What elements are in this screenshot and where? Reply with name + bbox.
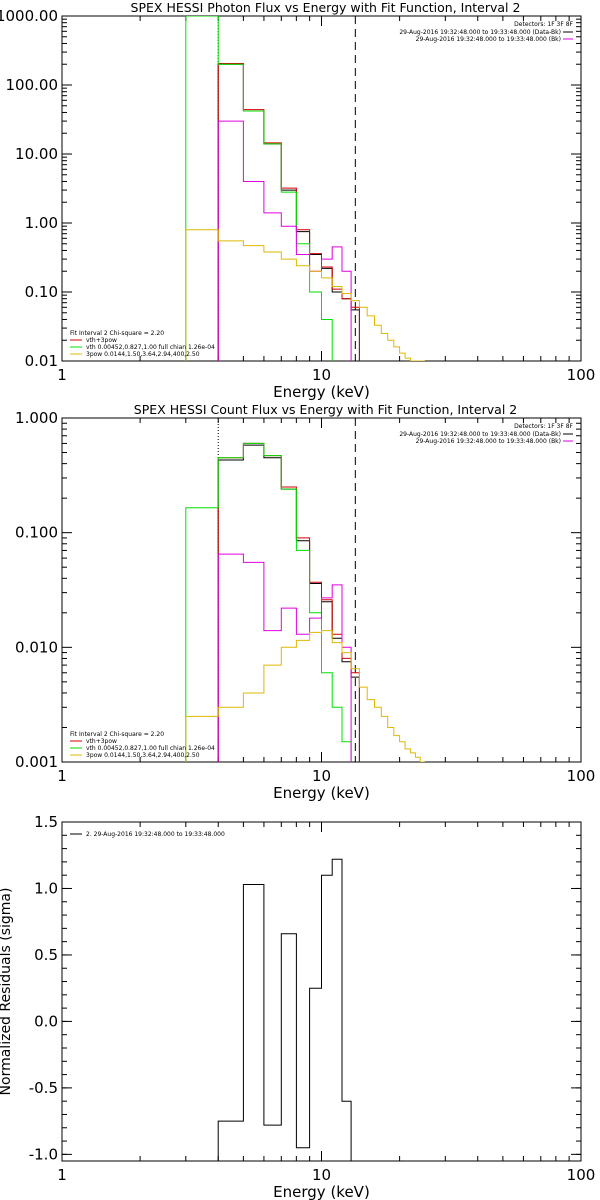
legend-top-entry: 2. 29-Aug-2016 19:32:48.000 to 19:33:48.… [86,831,225,838]
x-tick-label: 10 [312,1166,331,1184]
x-tick-label: 1 [57,767,67,785]
y-tick-label: 100.00 [6,76,59,94]
x-axis-label: Energy (keV) [273,383,370,401]
y-tick-label: 0.01 [25,352,58,370]
series-black-histogram [217,444,360,762]
x-axis-label: Energy (keV) [273,784,370,802]
x-axis-label: Energy (keV) [273,1183,370,1200]
x-tick-label: 10 [312,366,331,384]
series-yellow-histogram [185,630,425,762]
series-magenta-histogram [217,553,352,762]
legend-top-entry: 29-Aug-2016 19:32:48.000 to 19:33:48.000… [416,36,561,43]
panel-3: 1 10 100 -1.0 -0.5 0.0 0.5 1.0 1.5 Energy (keV) No… [0,813,595,1200]
x-tick-label: 1 [57,1166,67,1184]
y-tick-label: 0.10 [25,283,58,301]
series-magenta-histogram [217,120,352,361]
legend-top-heading: Detectors: 1F 3F 8F [514,423,573,430]
legend-fit-entry: vth 0.00452,0.827,1.00 full chian 1.26e-… [86,745,215,752]
y-tick-label: 1000.00 [0,7,58,25]
y-tick-label: 0.100 [15,524,58,542]
panel-1: 1 10 100 0.01 0.10 1.00 10.00 100.00 1000.00 SPEX… [0,0,595,401]
y-tick-label: 0.010 [15,638,58,656]
plot-frame [61,821,582,1162]
legend-fit-entry: 3pow 0.0144,1.50,3.64,2.94,400,2.50 [86,351,200,358]
data-region [217,858,352,1161]
panel-2: 1 10 100 0.001 0.010 0.100 1.000 SPEX HESSI Cou… [15,402,595,802]
chart-title: SPEX HESSI Count Flux vs Energy with Fit… [134,402,517,417]
y-tick-label: 1.000 [15,409,58,427]
x-tick-label: 100 [567,767,596,785]
y-tick-label: 1.0 [34,879,58,897]
y-tick-label: 0.001 [15,753,58,771]
series-red-histogram [217,63,360,361]
legend-fit-entry: 3pow 0.0144,1.50,3.64,2.94,400,2.50 [86,752,200,759]
y-tick-label: -1.0 [29,1145,58,1163]
series-red-histogram [217,442,360,762]
legend-fit-entry: vth 0.00452,0.827,1.00 full chian 1.26e-… [86,344,215,351]
y-tick-label: 10.00 [15,145,58,163]
series-yellow-histogram [185,229,425,361]
x-tick-label: 1 [57,366,67,384]
y-tick-label: 0.0 [34,1012,58,1030]
y-tick-label: 1.5 [34,813,58,831]
y-tick-label: 0.5 [34,946,58,964]
series-green-histogram [185,442,352,762]
chart-title: SPEX HESSI Photon Flux vs Energy with Fi… [131,0,521,15]
x-tick-label: 100 [567,366,596,384]
series-green-histogram [185,16,333,361]
legend-fit-heading: Fit Interval 2 Chi-square = 2.20 [70,330,164,337]
series-black-histogram [217,858,352,1161]
y-axis-label: Normalized Residuals (sigma) [0,888,14,1096]
data-region [185,418,425,762]
y-tick-label: -0.5 [29,1079,58,1097]
legend-top-entry: 29-Aug-2016 19:32:48.000 to 19:33:48.000… [416,438,561,445]
legend-fit-entry: vth+3pow [86,738,117,745]
legend-fit-heading: Fit Interval 2 Chi-square = 2.20 [70,731,164,738]
legend-fit-entry: vth+3pow [86,337,117,344]
x-tick-label: 100 [567,1166,596,1184]
data-region [185,16,425,361]
x-tick-label: 10 [312,767,331,785]
legend-top-entry: 29-Aug-2016 19:32:48.000 to 19:33:48.000… [399,29,561,36]
legend-top-heading: Detectors: 1F 3F 8F [514,21,573,28]
legend-top-entry: 29-Aug-2016 19:32:48.000 to 19:33:48.000… [399,431,561,438]
series-black-histogram [217,63,360,361]
y-tick-label: 1.00 [25,214,58,232]
